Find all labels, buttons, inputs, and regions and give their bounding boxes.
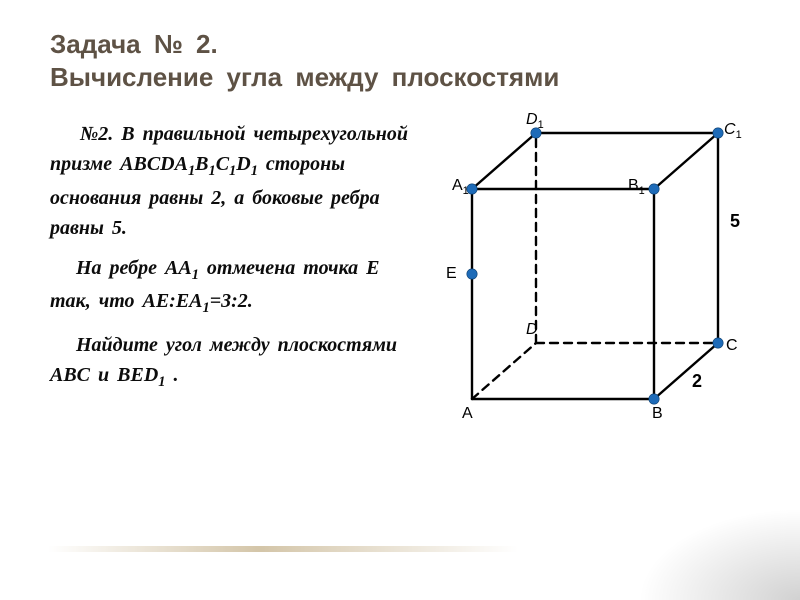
content-row: №2. В правильной четырехугольной призме … bbox=[50, 119, 764, 449]
corner-shadow bbox=[560, 460, 800, 600]
paragraph-3: Найдите угол между плоскостями ABC и BED… bbox=[50, 330, 420, 394]
dim-5: 5 bbox=[730, 211, 740, 232]
slide-title: Задача № 2. Вычисление угла между плоско… bbox=[50, 28, 764, 93]
label-A: A bbox=[462, 405, 473, 423]
label-D1: D1 bbox=[526, 111, 544, 131]
paragraph-1: №2. В правильной четырехугольной призме … bbox=[50, 119, 420, 243]
problem-text: №2. В правильной четырехугольной призме … bbox=[50, 119, 420, 449]
prism-svg bbox=[432, 119, 762, 439]
label-A1: A1 bbox=[452, 177, 469, 197]
title-line2: Вычисление угла между плоскостями bbox=[50, 62, 559, 92]
paragraph-2: На ребре AA1 отмечена точка E так, что A… bbox=[50, 253, 420, 320]
prism-diagram: A B C D A1 B1 C1 D1 E 5 2 bbox=[432, 119, 762, 449]
label-C: C bbox=[726, 337, 738, 355]
label-C1: C1 bbox=[724, 121, 742, 141]
dim-2: 2 bbox=[692, 371, 702, 392]
label-D: D bbox=[526, 321, 538, 339]
title-line1: Задача № 2. bbox=[50, 29, 218, 59]
label-B1: B1 bbox=[628, 177, 645, 197]
label-B: B bbox=[652, 405, 663, 423]
decorative-bar bbox=[48, 546, 518, 552]
label-E: E bbox=[446, 265, 457, 283]
